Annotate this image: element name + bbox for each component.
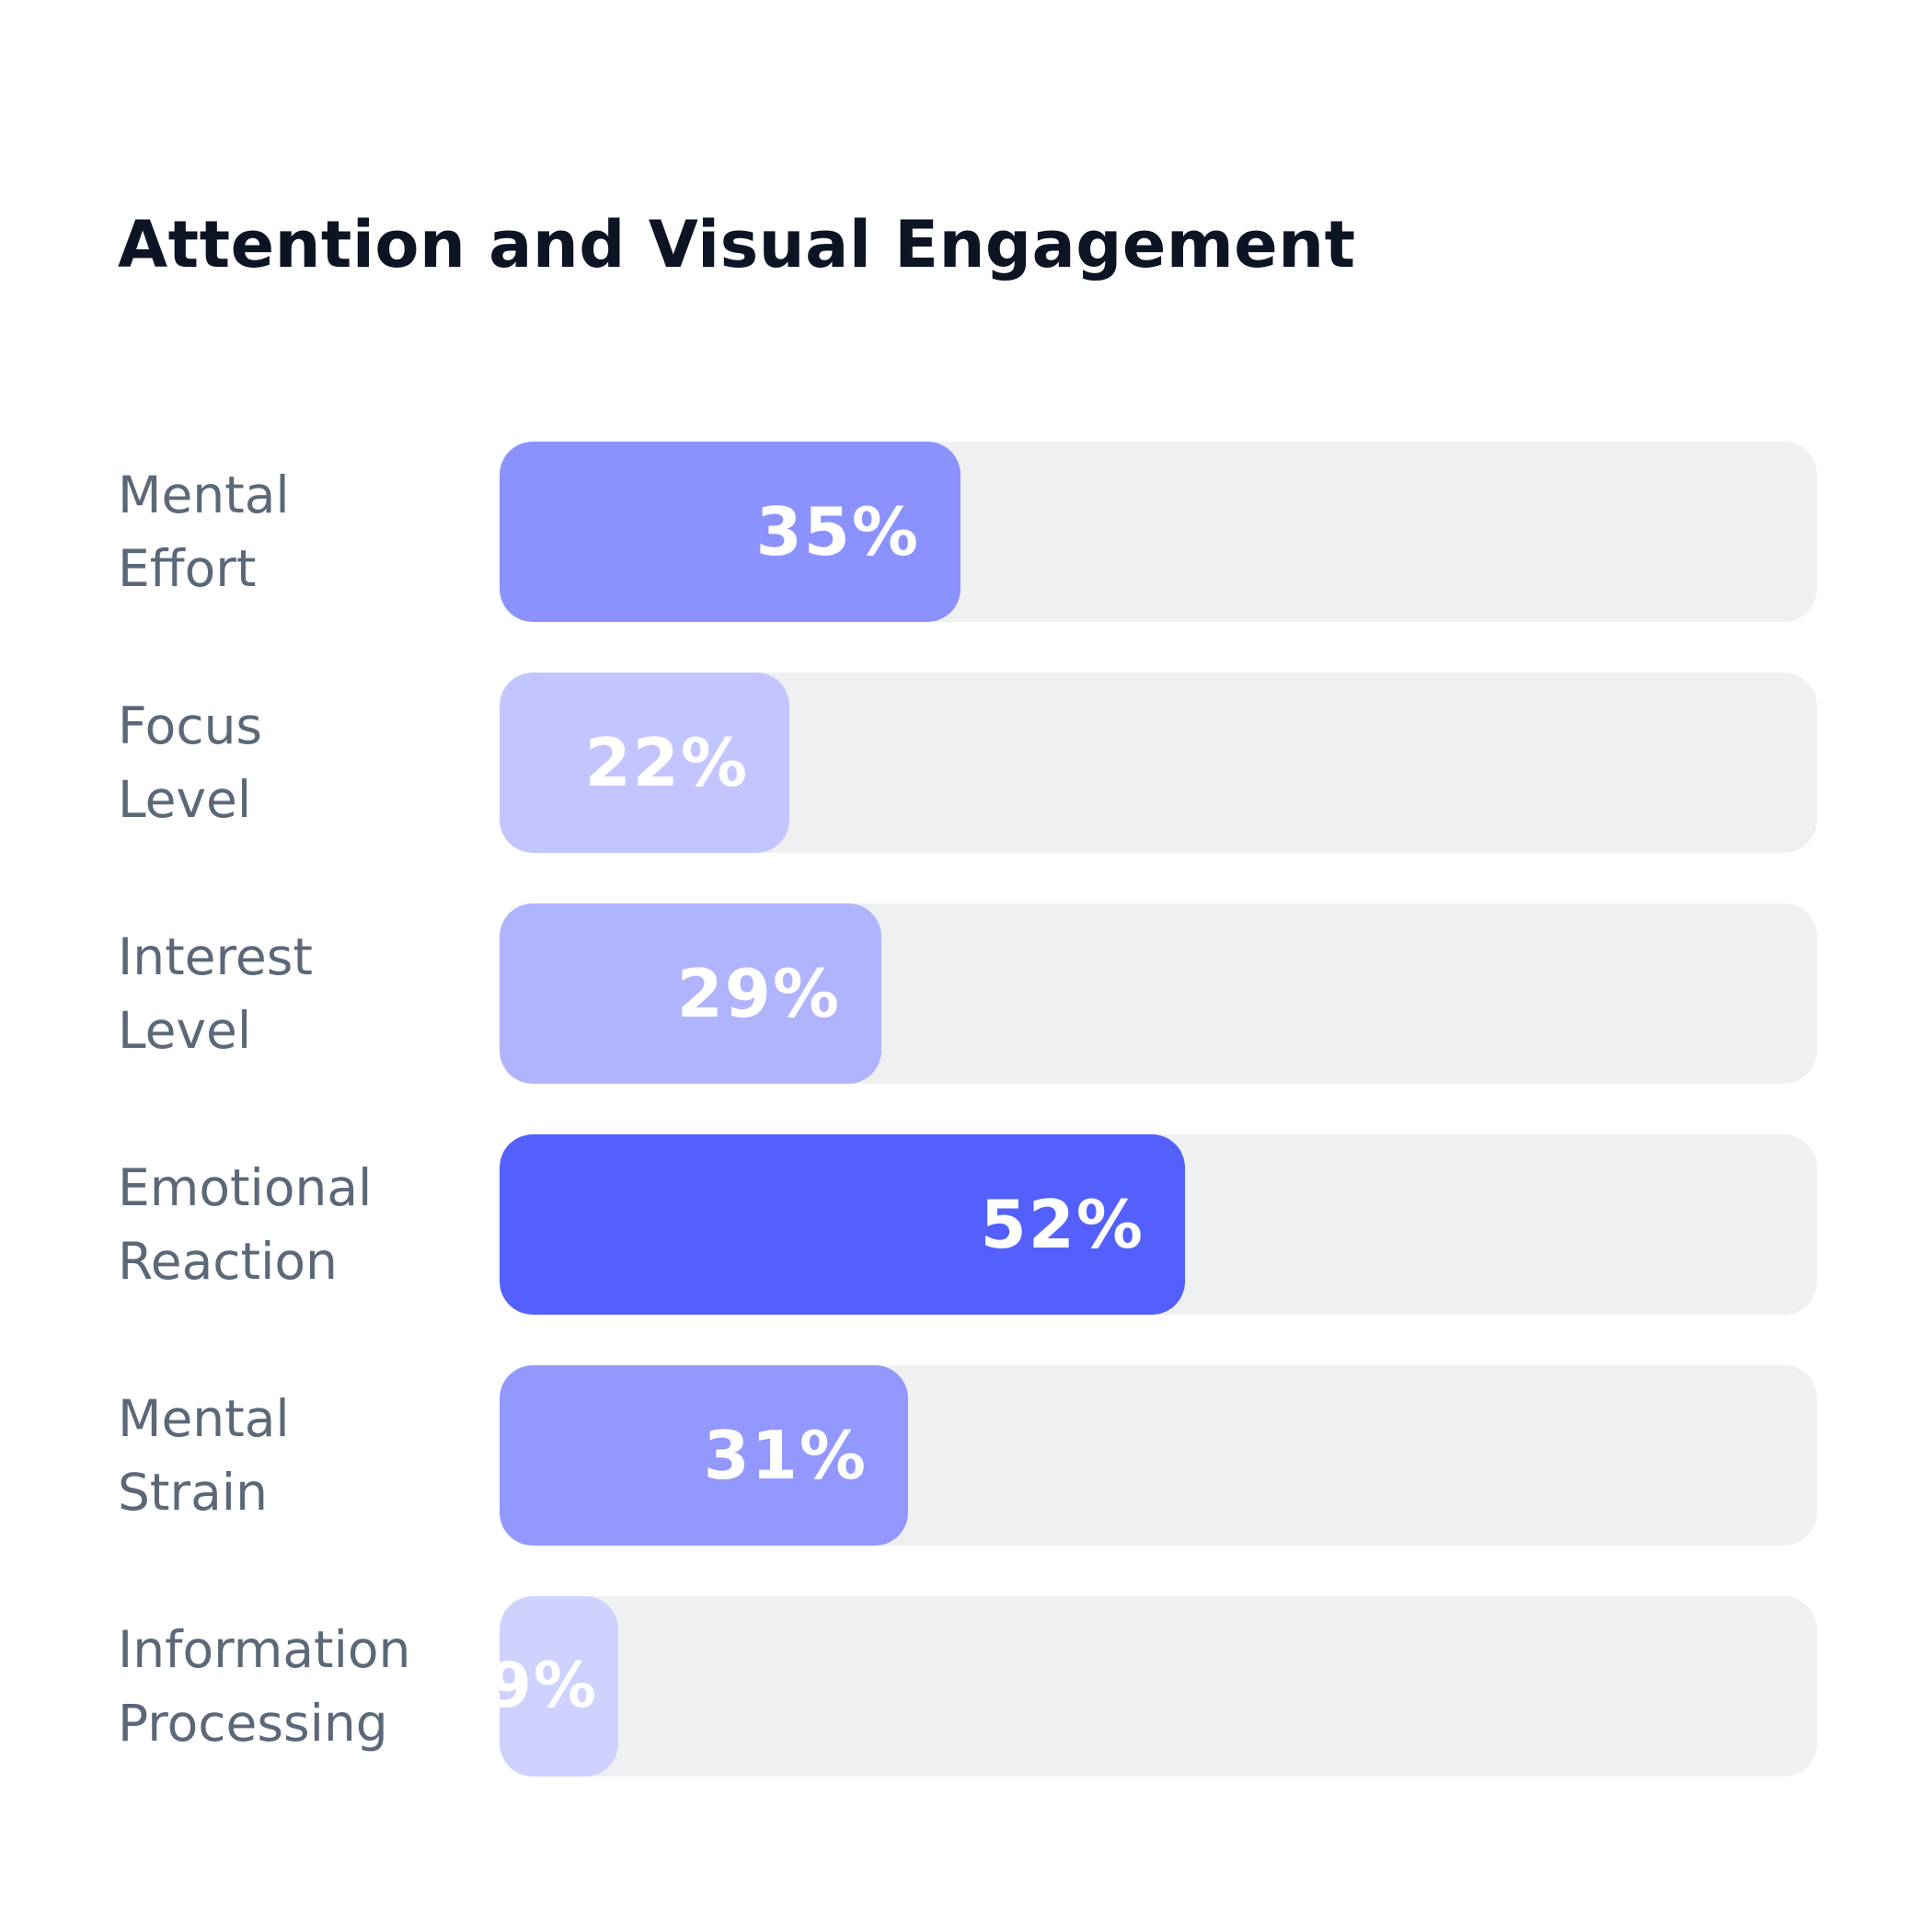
bar: 9% <box>500 1596 618 1777</box>
bar-row: Mental Strain 31% <box>0 1365 1932 1546</box>
bar-row: Information Processing 9% <box>0 1596 1932 1777</box>
bar-row: Emotional Reaction 52% <box>0 1134 1932 1315</box>
bar: 52% <box>500 1134 1185 1315</box>
category-label: Interest Level <box>118 927 313 1060</box>
bar-track: 35% <box>500 442 1817 622</box>
chart-title: Attention and Visual Engagement <box>118 207 1356 282</box>
category-label: Emotional Reaction <box>118 1158 373 1291</box>
bar: 22% <box>500 673 789 853</box>
bar-track: 9% <box>500 1596 1817 1777</box>
bar-track: 31% <box>500 1365 1817 1546</box>
bar-row: Mental Effort 35% <box>0 442 1932 622</box>
bar-value-label: 29% <box>676 955 841 1032</box>
category-label: Information Processing <box>118 1620 411 1753</box>
bar-value-label: 9% <box>500 1650 598 1722</box>
category-label: Mental Strain <box>118 1389 290 1522</box>
bar: 31% <box>500 1365 908 1546</box>
bar-track: 29% <box>500 903 1817 1084</box>
bar-row: Interest Level 29% <box>0 903 1932 1084</box>
bar-value-label: 52% <box>980 1186 1144 1263</box>
category-label: Mental Effort <box>118 466 290 598</box>
bar-track: 22% <box>500 673 1817 853</box>
bar: 29% <box>500 903 881 1084</box>
bar-track: 52% <box>500 1134 1817 1315</box>
bar-row: Focus Level 22% <box>0 673 1932 853</box>
bar: 35% <box>500 442 960 622</box>
bar-value-label: 22% <box>584 724 749 801</box>
category-label: Focus Level <box>118 696 263 829</box>
bar-value-label: 31% <box>703 1417 868 1494</box>
bar-value-label: 35% <box>755 493 920 570</box>
